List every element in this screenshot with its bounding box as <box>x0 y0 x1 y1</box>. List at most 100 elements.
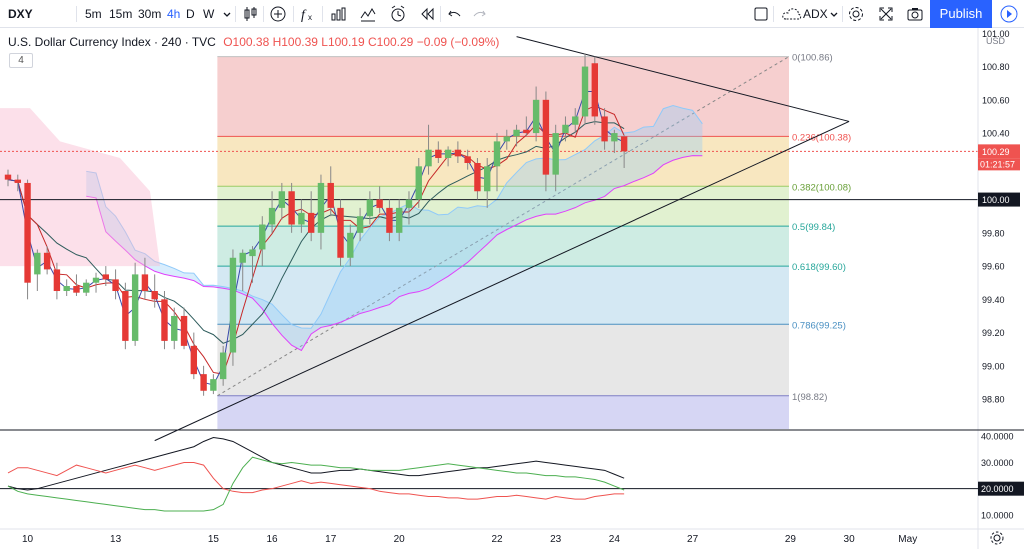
candle-body <box>102 274 109 280</box>
candle-body <box>435 149 442 159</box>
candle-body <box>464 156 471 163</box>
candle-body <box>513 129 520 137</box>
price-tick-label: 100.40 <box>982 129 1010 139</box>
candle-body <box>347 232 354 258</box>
fib-zone <box>217 226 789 267</box>
time-tick-label: 20 <box>394 534 406 545</box>
adx-series-line <box>7 437 625 491</box>
candle-body <box>307 212 315 233</box>
layout-icon[interactable] <box>752 5 770 23</box>
descending-trendline <box>516 36 850 122</box>
templates-icon[interactable] <box>359 5 377 23</box>
time-tick-label: 23 <box>550 534 562 545</box>
time-tick-label: 15 <box>208 534 220 545</box>
candle-body <box>366 199 374 217</box>
interval-dropdown-icon[interactable] <box>218 5 236 23</box>
candle-body <box>278 191 286 208</box>
compare-add-icon[interactable] <box>269 5 287 23</box>
legend-title[interactable]: U.S. Dollar Currency Index · 240 · TVC <box>8 35 216 49</box>
candle-body <box>591 63 598 117</box>
replay-icon[interactable] <box>418 5 436 23</box>
chart-drawings <box>0 36 978 442</box>
candle-body <box>180 315 188 346</box>
adx-ref-label: 20.0000 <box>981 484 1014 494</box>
countdown-badge <box>978 158 1020 171</box>
candle-body <box>493 141 501 167</box>
interval-4h[interactable]: 4h <box>167 7 181 21</box>
candle-body <box>200 374 207 391</box>
ascending-trendline <box>154 120 850 442</box>
fast-ma-line <box>7 91 625 386</box>
candle-body <box>484 166 491 192</box>
candle-body <box>14 179 21 183</box>
candle-body <box>620 136 628 152</box>
candle-body <box>229 257 237 353</box>
fib-level-label: 1(98.82) <box>792 392 827 403</box>
time-tick-label: 17 <box>325 534 337 545</box>
redo-icon[interactable] <box>470 5 488 23</box>
gear-teeth <box>990 531 1004 545</box>
price-tick-label: 100.80 <box>982 62 1010 72</box>
interval-5m[interactable]: 5m <box>85 7 102 21</box>
candle-body <box>356 216 364 233</box>
candle-body <box>63 286 70 292</box>
price-tick-label: 99.20 <box>982 328 1005 338</box>
fullscreen-icon[interactable] <box>877 5 895 23</box>
legend-collapse-toggle[interactable]: 4 <box>9 53 33 68</box>
current-price-badge <box>978 144 1020 159</box>
financials-icon[interactable] <box>329 5 347 23</box>
interval-15m[interactable]: 15m <box>109 7 133 21</box>
fib-zone <box>217 395 789 429</box>
interval-w[interactable]: W <box>203 7 215 21</box>
hline-label: 100.00 <box>982 195 1010 205</box>
time-tick-label: 27 <box>687 534 699 545</box>
interval-30m[interactable]: 30m <box>138 7 162 21</box>
axis-settings-gear-icon[interactable] <box>990 531 1004 545</box>
fib-level-label: 0.236(100.38) <box>792 132 851 143</box>
fib-diagonal <box>217 56 790 397</box>
kijun-line <box>7 121 625 344</box>
candle-body <box>542 99 550 175</box>
candle-body <box>523 129 530 134</box>
candle-body <box>454 149 462 157</box>
candle-body <box>572 116 579 125</box>
bar-style-icon[interactable] <box>241 5 259 23</box>
candle-body <box>532 99 540 134</box>
symbol-search[interactable]: DXY <box>8 7 33 21</box>
alert-icon[interactable] <box>389 5 407 23</box>
undo-icon[interactable] <box>446 5 464 23</box>
candle-body <box>131 274 139 341</box>
indicator-selector[interactable]: ADX <box>803 7 828 21</box>
interval-d[interactable]: D <box>186 7 195 21</box>
adx-dropdown-icon[interactable] <box>825 5 843 23</box>
play-icon[interactable] <box>994 0 1024 28</box>
candle-body <box>386 207 393 233</box>
candle-body <box>190 345 198 375</box>
hline-badge <box>978 192 1020 207</box>
time-tick-label: 22 <box>491 534 503 545</box>
candle-body <box>337 207 344 258</box>
candle-body <box>611 133 618 142</box>
candle-body <box>210 379 217 391</box>
settings-gear-icon[interactable] <box>847 5 865 23</box>
candle-body <box>425 149 432 167</box>
fib-level-label: 0.618(99.60) <box>792 262 846 273</box>
candle-body <box>581 66 589 117</box>
legend-count: 4 <box>18 55 24 66</box>
price-axis[interactable]: USD 98.80 99.00 99.20 99.40 99.60 99.80 100.00 1… <box>977 28 1024 549</box>
candle-body <box>34 252 41 275</box>
price-tick-label: 98.80 <box>982 395 1005 405</box>
cloud-icon[interactable] <box>781 5 802 23</box>
cloud-span-b <box>86 155 703 352</box>
publish-button[interactable]: Publish <box>930 0 992 28</box>
candle-body <box>161 299 168 341</box>
time-axis[interactable]: 10 13 15 16 17 20 22 23 24 27 29 30 May <box>0 528 1024 545</box>
candle-body <box>43 252 51 270</box>
camera-icon[interactable] <box>906 5 924 23</box>
candle-body <box>298 212 305 225</box>
candle-body <box>474 163 481 192</box>
candle-body <box>4 174 12 180</box>
